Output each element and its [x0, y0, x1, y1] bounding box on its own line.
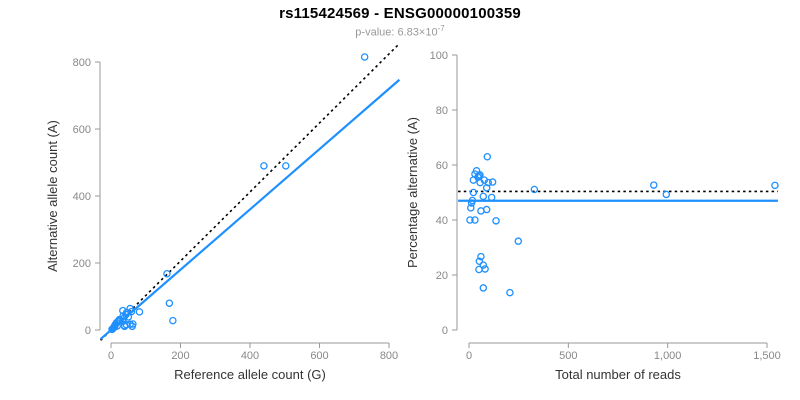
x-axis-title: Total number of reads: [555, 367, 681, 382]
data-point: [477, 252, 485, 261]
data-point: [650, 181, 658, 189]
data-point: [135, 308, 144, 316]
data-point: [467, 204, 475, 212]
data-point: [479, 284, 488, 292]
y-tick-label: 800: [73, 57, 91, 69]
data-point: [113, 322, 122, 330]
data-point: [124, 313, 133, 321]
data-point: [466, 216, 474, 224]
x-tick-label: 400: [241, 350, 259, 362]
data-point: [771, 181, 779, 190]
data-point: [469, 188, 478, 197]
x-tick-label: 1,500: [753, 350, 781, 362]
data-point: [165, 299, 174, 307]
y-tick-label: 20: [436, 270, 448, 282]
data-point: [479, 192, 488, 201]
x-tick-label: 800: [380, 350, 398, 362]
data-point: [360, 53, 369, 61]
data-point: [488, 178, 497, 186]
data-point: [476, 171, 484, 179]
x-tick-label: 1,000: [654, 350, 682, 362]
data-point: [163, 269, 171, 278]
data-point: [506, 288, 514, 297]
x-axis-title: Reference allele count (G): [174, 367, 326, 382]
data-point: [530, 185, 539, 194]
y-tick-label: 40: [436, 215, 448, 227]
data-point: [492, 217, 500, 225]
figure-subtitle: p-value: 6.83×10-7: [0, 24, 800, 39]
data-point: [128, 322, 136, 331]
y-axis-title: Alternative allele count (A): [45, 120, 60, 272]
data-point: [471, 216, 479, 224]
data-point: [662, 190, 671, 199]
data-point: [120, 322, 129, 331]
x-tick-label: 500: [559, 350, 577, 362]
y-tick-label: 60: [436, 160, 448, 172]
data-point: [482, 205, 491, 214]
x-tick-label: 0: [466, 350, 472, 362]
data-point: [479, 261, 488, 269]
right-scatter-plot: 0 500 1,000 1,500 0 20 40 60 80 100 Total number o…: [405, 50, 781, 382]
left-scatter-plot: 0 200 400 600 800 0 200 400 600 800 Reference alle…: [45, 43, 401, 382]
y-tick-label: 600: [73, 124, 91, 136]
y-tick-label: 400: [73, 191, 91, 203]
expected-line: [100, 43, 400, 341]
data-point: [127, 307, 136, 316]
y-tick-label: 0: [442, 325, 448, 337]
y-tick-label: 80: [436, 105, 448, 117]
data-point: [487, 193, 496, 202]
regression-line: [99, 78, 401, 340]
y-tick-label: 0: [85, 325, 91, 337]
y-tick-label: 200: [73, 258, 91, 270]
y-axis-title: Percentage alternative (A): [405, 117, 420, 268]
x-tick-label: 0: [108, 350, 114, 362]
figure-title: rs115424569 - ENSG00000100359: [279, 5, 521, 22]
data-point: [282, 162, 290, 170]
x-tick-label: 200: [171, 350, 189, 362]
data-point: [169, 316, 177, 325]
data-point: [475, 257, 484, 265]
data-point: [468, 196, 477, 205]
pvalue-text: p-value: 6.83×10: [355, 26, 438, 39]
pvalue-exponent: -7: [437, 24, 445, 33]
data-point: [260, 162, 268, 170]
x-tick-label: 600: [310, 350, 328, 362]
data-point: [483, 152, 492, 161]
y-tick-label: 100: [430, 50, 448, 62]
data-point: [482, 184, 491, 192]
data-point: [475, 265, 483, 274]
data-point: [514, 237, 523, 245]
